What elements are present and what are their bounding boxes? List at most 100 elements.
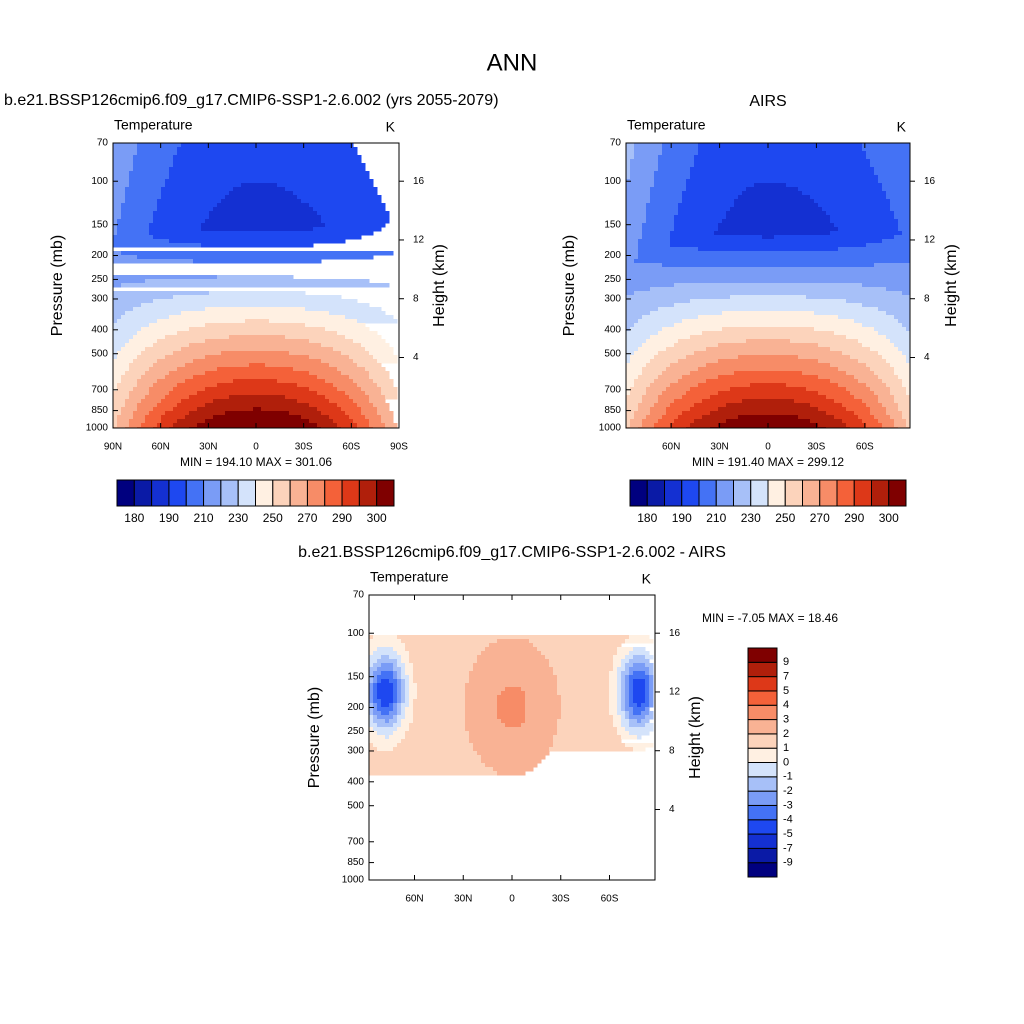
contour-fill: [269, 319, 358, 324]
colorbar-box: [698, 479, 717, 507]
contour-fill: [629, 691, 634, 696]
contour-fill: [477, 655, 546, 660]
contour-fill: [317, 391, 346, 396]
contour-fill: [625, 679, 630, 684]
contour-fill: [874, 371, 895, 376]
contour-fill: [641, 703, 650, 708]
contour-fill: [613, 663, 622, 668]
contour-fill: [645, 683, 650, 688]
contour-fill: [413, 703, 466, 708]
contour-fill: [626, 175, 631, 180]
contour-fill: [842, 351, 879, 356]
colorbar-label: 300: [367, 511, 387, 525]
contour-fill: [373, 707, 378, 712]
contour-fill: [642, 315, 699, 320]
units: K: [386, 119, 396, 135]
contour-fill: [401, 679, 406, 684]
contour-fill: [878, 375, 899, 380]
contour-fill: [630, 423, 643, 428]
contour-fill: [401, 675, 410, 680]
contour-fill: [213, 207, 314, 212]
contour-fill: [389, 719, 398, 724]
contour-fill: [149, 391, 170, 396]
colorbar-label: -3: [783, 799, 793, 811]
contour-fill: [662, 263, 875, 268]
contour-fill: [401, 707, 406, 712]
contour-fill: [277, 379, 326, 384]
contour-fill: [874, 263, 911, 268]
contour-fill: [894, 395, 911, 400]
contour-fill: [469, 671, 554, 676]
contour-fill: [882, 187, 911, 192]
contour-fill: [625, 699, 630, 704]
y2-tick-label: 16: [413, 176, 425, 187]
contour-fill: [113, 163, 134, 168]
contour-fill: [369, 751, 478, 756]
colorbar-label: 210: [706, 511, 726, 525]
contour-fill: [734, 371, 803, 376]
contour-fill: [629, 635, 650, 640]
contour-fill: [698, 151, 867, 156]
contour-fill: [621, 659, 630, 664]
contour-fill: [890, 199, 911, 204]
y-tick-label: 250: [604, 274, 621, 285]
contour-fill: [165, 355, 206, 360]
contour-fill: [858, 415, 875, 420]
contour-fill: [609, 703, 618, 708]
contour-fill: [561, 715, 614, 720]
contour-fill: [537, 647, 618, 652]
contour-fill: [674, 227, 719, 232]
contour-fill: [185, 363, 250, 368]
contour-fill: [409, 699, 414, 704]
contour-fill: [345, 315, 394, 320]
contour-fill: [634, 151, 663, 156]
contour-fill: [113, 311, 126, 316]
contour-fill: [129, 339, 158, 344]
contour-fill: [561, 703, 610, 708]
contour-fill: [734, 203, 819, 208]
contour-fill: [894, 423, 907, 428]
contour-fill: [113, 255, 138, 260]
contour-fill: [694, 419, 727, 424]
contour-fill: [217, 275, 294, 280]
contour-fill: [557, 719, 614, 724]
contour-fill: [369, 643, 406, 648]
y2-axis-label: Height (km): [943, 244, 960, 327]
contour-fill: [630, 359, 651, 364]
contour-fill: [141, 399, 162, 404]
contour-fill: [465, 715, 498, 720]
contour-fill: [373, 379, 394, 384]
colorbar-box: [747, 690, 778, 706]
contour-fill: [473, 747, 550, 752]
contour-fill: [613, 659, 622, 664]
contour-fill: [649, 699, 654, 704]
contour-fill: [645, 699, 650, 704]
contour-fill: [625, 683, 630, 688]
contour-fill: [181, 347, 334, 352]
contour-fill: [305, 307, 382, 312]
contour-fill: [714, 231, 831, 236]
contour-fill: [153, 383, 178, 388]
contour-fill: [878, 419, 895, 424]
contour-fill: [157, 319, 246, 324]
contour-fill: [181, 399, 214, 404]
y2-tick-label: 4: [413, 352, 419, 363]
contour-fill: [626, 163, 631, 168]
contour-fill: [626, 155, 635, 160]
contour-fill: [369, 763, 486, 768]
contour-fill: [373, 671, 382, 676]
contour-fill: [626, 191, 651, 196]
contour-fill: [638, 403, 655, 408]
y-tick-label: 500: [347, 800, 364, 811]
contour-fill: [409, 679, 414, 684]
contour-fill: [633, 691, 646, 696]
contour-fill: [405, 663, 414, 668]
contour-fill: [894, 315, 911, 320]
contour-fill: [642, 399, 659, 404]
contour-fill: [890, 415, 903, 420]
contour-fill: [846, 407, 871, 412]
contour-fill: [397, 707, 402, 712]
contour-fill: [465, 727, 558, 732]
contour-fill: [625, 655, 634, 660]
y-tick-label: 300: [91, 294, 108, 305]
